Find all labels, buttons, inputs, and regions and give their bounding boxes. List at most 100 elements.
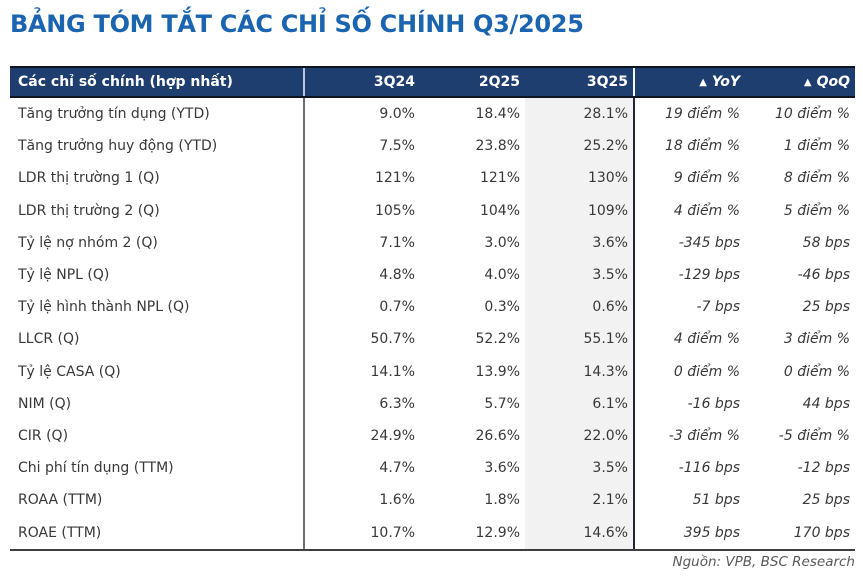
row-label: Tỷ lệ hình thành NPL (Q): [10, 291, 305, 324]
cell-yoy: 9 điểm %: [673, 170, 740, 187]
cell-3q24: 9.0%: [379, 106, 415, 123]
cell-yoy: 0 điểm %: [673, 363, 740, 380]
cell-2q25: 52.2%: [475, 331, 520, 348]
cell-yoy: 51 bps: [692, 492, 740, 509]
cell-3q24: 7.5%: [379, 138, 415, 155]
cell-3q25: 3.5%: [525, 452, 635, 485]
cell-3q25: 14.3%: [525, 355, 635, 388]
cell-yoy: -129 bps: [678, 267, 740, 284]
cell-yoy: -116 bps: [678, 460, 740, 477]
cell-qoq: -5 điểm %: [778, 427, 850, 444]
row-label: CIR (Q): [10, 419, 305, 453]
cell-2q25: 23.8%: [475, 138, 520, 155]
cell-2q25: 26.6%: [475, 427, 520, 444]
cell-3q25: 28.1%: [525, 98, 635, 131]
cell-qoq: 10 điểm %: [774, 106, 850, 123]
table-body: Tăng trưởng tín dụng (YTD) 9.0% 18.4% 28…: [10, 98, 855, 551]
row-label: LLCR (Q): [10, 323, 305, 356]
header-yoy-label: YoY: [711, 74, 740, 90]
row-label: ROAA (TTM): [10, 484, 305, 517]
row-label: ROAE (TTM): [10, 516, 305, 549]
cell-2q25: 121%: [479, 170, 520, 187]
cell-3q25: 2.1%: [525, 484, 635, 517]
cell-yoy: -16 bps: [687, 395, 740, 412]
cell-2q25: 1.8%: [484, 492, 520, 509]
header-yoy: ▲ YoY: [635, 68, 745, 96]
cell-2q25: 3.6%: [484, 460, 520, 477]
cell-yoy: -3 điểm %: [668, 427, 740, 444]
cell-3q25: 109%: [525, 194, 635, 227]
cell-qoq: 5 điểm %: [783, 202, 850, 219]
header-metrics: Các chỉ số chính (hợp nhất): [10, 68, 305, 96]
cell-yoy: 19 điểm %: [664, 106, 740, 123]
row-label: Tăng trưởng tín dụng (YTD): [10, 98, 305, 131]
row-label: Tỷ lệ CASA (Q): [10, 355, 305, 388]
header-qoq-label: QoQ: [816, 74, 850, 90]
cell-yoy: 4 điểm %: [673, 202, 740, 219]
cell-2q25: 104%: [479, 202, 520, 219]
cell-2q25: 18.4%: [475, 106, 520, 123]
cell-3q24: 6.3%: [379, 395, 415, 412]
cell-2q25: 4.0%: [484, 267, 520, 284]
cell-3q24: 7.1%: [379, 234, 415, 251]
cell-2q25: 0.3%: [484, 299, 520, 316]
cell-3q25: 6.1%: [525, 387, 635, 420]
cell-qoq: -46 bps: [797, 267, 850, 284]
cell-3q25: 55.1%: [525, 323, 635, 356]
cell-yoy: 4 điểm %: [673, 331, 740, 348]
cell-qoq: 44 bps: [802, 395, 850, 412]
cell-3q25: 3.6%: [525, 226, 635, 259]
triangle-up-icon: ▲: [803, 76, 812, 88]
row-label: Chi phí tín dụng (TTM): [10, 452, 305, 485]
row-label: Tăng trưởng huy động (YTD): [10, 130, 305, 163]
cell-3q24: 105%: [374, 202, 415, 219]
cell-3q24: 4.7%: [379, 460, 415, 477]
row-label: NIM (Q): [10, 387, 305, 420]
header-3q24: 3Q24: [373, 74, 415, 90]
cell-2q25: 5.7%: [484, 395, 520, 412]
row-label: LDR thị trường 2 (Q): [10, 194, 305, 227]
cell-2q25: 13.9%: [475, 363, 520, 380]
cell-qoq: 0 điểm %: [783, 363, 850, 380]
cell-3q24: 0.7%: [379, 299, 415, 316]
cell-3q25: 3.5%: [525, 258, 635, 292]
cell-qoq: 58 bps: [802, 234, 850, 251]
source-note: Nguồn: VPB, BSC Research: [672, 554, 855, 570]
key-metrics-table: Các chỉ số chính (hợp nhất) 3Q24 2Q25 3Q…: [10, 66, 855, 551]
header-3q25: 3Q25: [525, 68, 635, 96]
cell-2q25: 3.0%: [484, 234, 520, 251]
header-qoq: ▲ QoQ: [745, 68, 855, 96]
page-title: BẢNG TÓM TẮT CÁC CHỈ SỐ CHÍNH Q3/2025: [10, 10, 584, 38]
cell-qoq: 25 bps: [802, 299, 850, 316]
cell-3q25: 22.0%: [525, 419, 635, 453]
cell-3q25: 25.2%: [525, 130, 635, 163]
cell-3q24: 1.6%: [379, 492, 415, 509]
cell-qoq: -12 bps: [797, 460, 850, 477]
cell-3q24: 50.7%: [370, 331, 415, 348]
cell-qoq: 170 bps: [793, 524, 850, 541]
cell-3q25: 14.6%: [525, 516, 635, 549]
cell-3q24: 121%: [374, 170, 415, 187]
table-header-row: Các chỉ số chính (hợp nhất) 3Q24 2Q25 3Q…: [10, 66, 855, 98]
cell-3q24: 14.1%: [370, 363, 415, 380]
cell-yoy: 18 điểm %: [664, 138, 740, 155]
cell-2q25: 12.9%: [475, 524, 520, 541]
cell-qoq: 8 điểm %: [783, 170, 850, 187]
row-label: LDR thị trường 1 (Q): [10, 162, 305, 195]
cell-3q25: 130%: [525, 162, 635, 195]
cell-3q24: 24.9%: [370, 427, 415, 444]
triangle-up-icon: ▲: [699, 76, 707, 88]
cell-qoq: 3 điểm %: [783, 331, 850, 348]
row-label: Tỷ lệ nợ nhóm 2 (Q): [10, 226, 305, 259]
cell-qoq: 25 bps: [802, 492, 850, 509]
cell-yoy: -7 bps: [696, 299, 740, 316]
cell-yoy: -345 bps: [678, 234, 740, 251]
row-label: Tỷ lệ NPL (Q): [10, 258, 305, 292]
cell-3q25: 0.6%: [525, 291, 635, 324]
cell-3q24: 4.8%: [379, 267, 415, 284]
cell-yoy: 395 bps: [683, 524, 740, 541]
cell-qoq: 1 điểm %: [783, 138, 850, 155]
cell-3q24: 10.7%: [370, 524, 415, 541]
header-2q25: 2Q25: [478, 74, 520, 90]
